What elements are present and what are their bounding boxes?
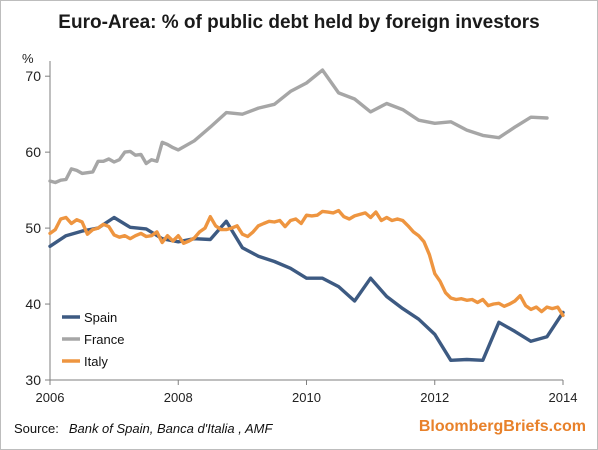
source-lead: Source: — [14, 421, 59, 436]
series-line-spain — [48, 215, 565, 362]
y-axis-unit-label: % — [22, 51, 34, 66]
legend: Spain France Italy — [62, 310, 124, 369]
legend-label-italy: Italy — [84, 354, 108, 369]
x-tick-label: 2014 — [549, 390, 578, 405]
series-line-italy — [48, 208, 565, 318]
chart-title: Euro-Area: % of public debt held by fore… — [58, 12, 540, 33]
source-names: Bank of Spain, Banca d'Italia , AMF — [68, 421, 273, 436]
y-tick-label: 50 — [25, 220, 41, 236]
series-line-france — [48, 68, 549, 185]
axes: 30 40 50 60 70 2006 2008 2010 2012 2014 — [25, 61, 577, 405]
x-tick-label: 2012 — [420, 390, 449, 405]
y-tick-label: 60 — [25, 144, 41, 160]
source-note: Source: Bank of Spain, Banca d'Italia , A… — [14, 421, 272, 436]
y-tick-label: 30 — [25, 372, 41, 388]
series-lines — [48, 68, 565, 362]
x-tick-label: 2006 — [36, 390, 65, 405]
x-tick-label: 2008 — [164, 390, 193, 405]
y-tick-label: 40 — [25, 296, 41, 312]
y-tick-label: 70 — [25, 68, 41, 84]
brand-logo-text: BloombergBriefs.com — [418, 418, 586, 435]
legend-label-france: France — [84, 332, 124, 347]
x-tick-label: 2010 — [292, 390, 321, 405]
legend-label-spain: Spain — [84, 310, 117, 325]
